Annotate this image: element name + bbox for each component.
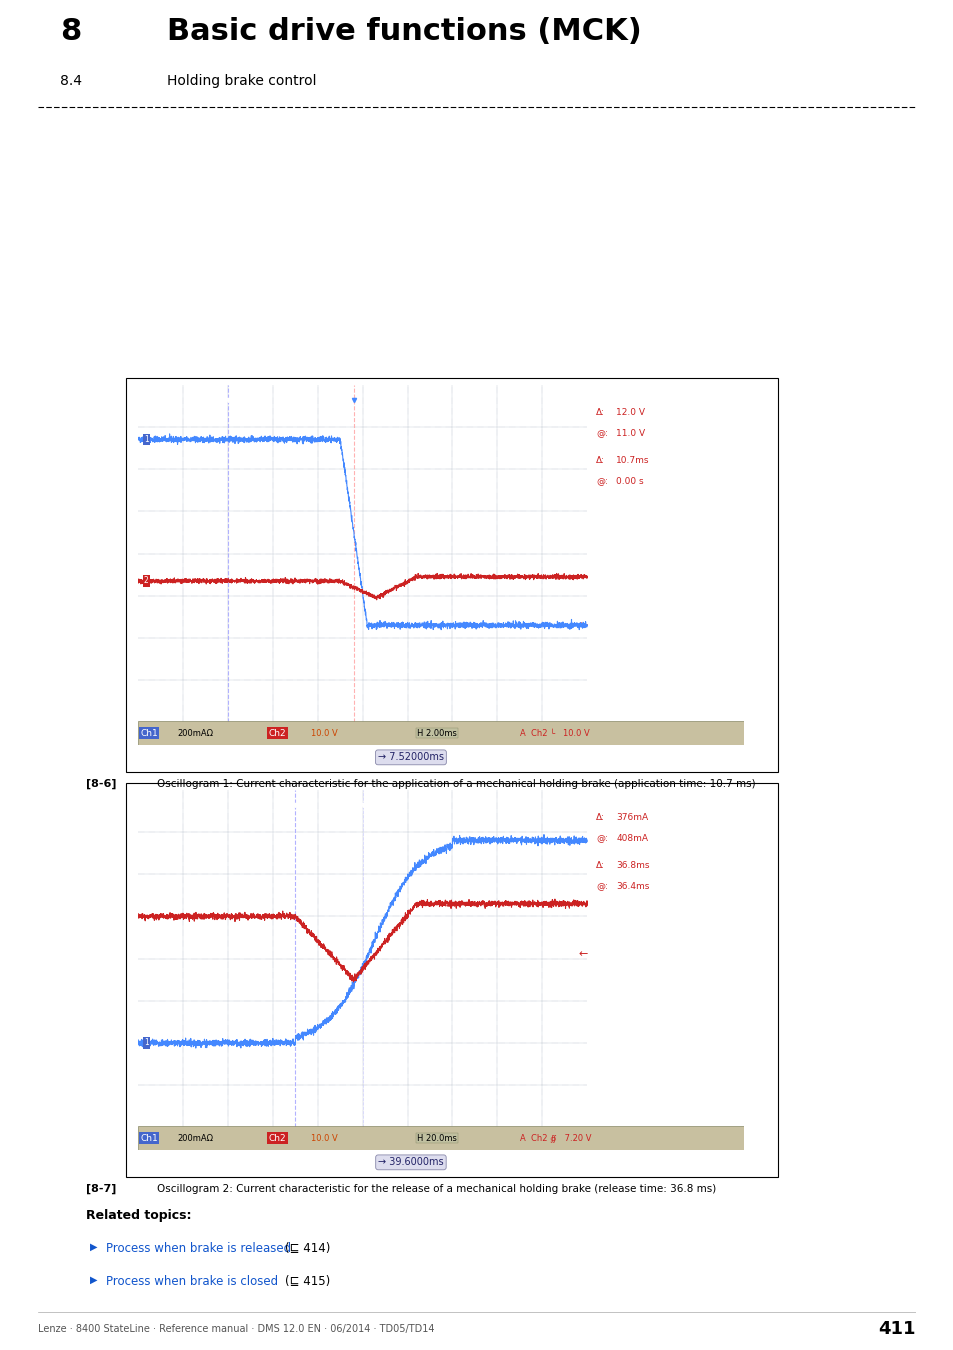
Text: H 2.00ms: H 2.00ms [416, 729, 456, 737]
Text: ←: ← [578, 949, 588, 960]
Text: Related topics:: Related topics: [86, 1210, 192, 1222]
Text: Process when brake is released: Process when brake is released [106, 1242, 291, 1256]
Text: [8-6]: [8-6] [87, 779, 117, 790]
Text: @:: @: [596, 883, 607, 891]
Text: (⊑ 415): (⊑ 415) [284, 1274, 330, 1288]
Text: 1: 1 [144, 435, 149, 444]
Text: → 39.6000ms: → 39.6000ms [377, 1157, 443, 1168]
Text: 36.8ms: 36.8ms [616, 861, 649, 871]
Text: Lenze · 8400 StateLine · Reference manual · DMS 12.0 EN · 06/2014 · TD05/TD14: Lenze · 8400 StateLine · Reference manua… [38, 1324, 435, 1334]
Text: 0.00 s: 0.00 s [616, 478, 643, 486]
Text: A  Ch2 └   10.0 V: A Ch2 └ 10.0 V [519, 729, 589, 737]
Text: 11.0 V: 11.0 V [616, 429, 644, 437]
Text: 10.0 V: 10.0 V [311, 729, 337, 737]
Text: Ch1: Ch1 [140, 1134, 158, 1142]
Text: 8.4: 8.4 [60, 74, 82, 88]
Text: Oscillogram 2: Current characteristic for the release of a mechanical holding br: Oscillogram 2: Current characteristic fo… [156, 1184, 715, 1195]
Text: 200mAΩ: 200mAΩ [177, 729, 213, 737]
Text: 10.7ms: 10.7ms [616, 456, 649, 466]
Text: Holding brake control: Holding brake control [167, 74, 316, 88]
Text: Basic drive functions (MCK): Basic drive functions (MCK) [167, 18, 641, 46]
Text: 36.4ms: 36.4ms [616, 883, 649, 891]
Text: @:: @: [596, 834, 607, 842]
Text: 411: 411 [878, 1320, 915, 1338]
Text: ▶: ▶ [90, 1274, 97, 1285]
Text: A  Ch2 ∯   7.20 V: A Ch2 ∯ 7.20 V [519, 1134, 591, 1142]
Text: 1: 1 [144, 1038, 149, 1048]
Text: → 7.52000ms: → 7.52000ms [377, 752, 443, 763]
Text: Ch2: Ch2 [269, 729, 286, 737]
Text: [8-7]: [8-7] [87, 1184, 116, 1195]
Text: @:: @: [596, 478, 607, 486]
Text: 200mAΩ: 200mAΩ [177, 1134, 213, 1142]
Text: Δ:: Δ: [596, 813, 604, 822]
Text: 10.0 V: 10.0 V [311, 1134, 337, 1142]
Text: Process when brake is closed: Process when brake is closed [106, 1274, 278, 1288]
Text: 2: 2 [144, 576, 149, 586]
Text: 8: 8 [60, 18, 81, 46]
Text: Δ:: Δ: [596, 861, 604, 871]
Text: ▶: ▶ [90, 1242, 97, 1251]
Text: @:: @: [596, 429, 607, 437]
Text: ←: ← [578, 620, 588, 630]
Text: (⊑ 414): (⊑ 414) [284, 1242, 330, 1256]
Text: 376mA: 376mA [616, 813, 648, 822]
Text: 408mA: 408mA [616, 834, 647, 842]
Text: Ch1: Ch1 [140, 729, 158, 737]
Text: H 20.0ms: H 20.0ms [416, 1134, 456, 1142]
Text: Ch2: Ch2 [269, 1134, 286, 1142]
Text: Oscillogram 1: Current characteristic for the application of a mechanical holdin: Oscillogram 1: Current characteristic fo… [156, 779, 755, 790]
Text: 12.0 V: 12.0 V [616, 408, 644, 417]
Text: Δ:: Δ: [596, 456, 604, 466]
Text: Δ:: Δ: [596, 408, 604, 417]
